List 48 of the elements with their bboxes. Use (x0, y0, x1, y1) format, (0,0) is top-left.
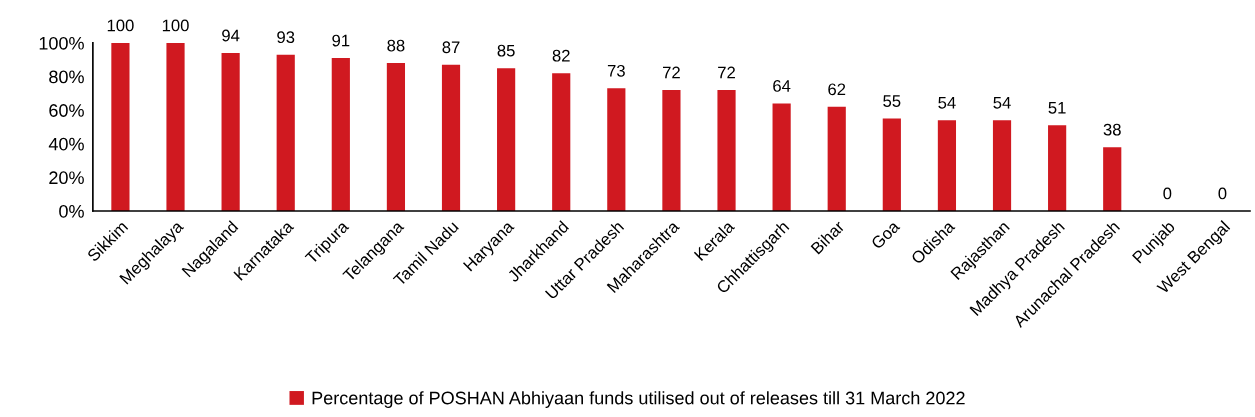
bar (992, 120, 1012, 211)
y-tick-label: 0% (59, 204, 84, 218)
bar (276, 54, 295, 211)
bar (882, 118, 901, 211)
data-label: 100 (162, 19, 189, 32)
data-label: 55 (883, 95, 901, 107)
y-tick-label: 100% (39, 36, 84, 50)
data-label: 72 (663, 66, 680, 79)
data-label: 93 (277, 31, 295, 44)
data-label: 72 (718, 66, 735, 79)
y-tick-label: 60% (49, 104, 84, 117)
data-label: 87 (442, 41, 460, 54)
data-label: 54 (938, 97, 956, 109)
x-tick-label: Goa (870, 219, 901, 250)
data-label: 85 (497, 44, 515, 57)
bar (772, 103, 791, 211)
data-label: 73 (607, 64, 625, 77)
bar (221, 53, 240, 211)
bar (331, 58, 350, 211)
bar (111, 42, 130, 211)
data-label: 94 (222, 29, 240, 42)
data-label: 88 (387, 39, 405, 52)
data-label: 0 (1163, 187, 1172, 200)
data-label: 62 (828, 83, 846, 96)
bar (441, 64, 461, 211)
data-label: 82 (552, 49, 570, 62)
data-label: 0 (1218, 187, 1227, 200)
data-label: 91 (332, 34, 350, 47)
bar (1048, 125, 1067, 211)
y-tick-label: 40% (48, 137, 84, 151)
data-label: 54 (993, 97, 1011, 109)
bar (662, 90, 681, 211)
bar (607, 88, 626, 211)
y-tick-label: 80% (49, 70, 84, 84)
data-label: 100 (107, 19, 134, 32)
bar (166, 42, 185, 211)
data-label: 64 (773, 80, 791, 92)
bar (552, 73, 571, 211)
y-tick-label: 20% (49, 171, 84, 185)
bar (717, 90, 736, 211)
bar (1103, 147, 1122, 211)
data-label: 38 (1103, 123, 1121, 136)
bar (937, 120, 957, 211)
bar (497, 68, 516, 211)
bar (386, 63, 406, 211)
bar (827, 106, 846, 211)
legend-label: Percentage of POSHAN Abhiyaan funds utilised out of releases till 31 March 2022 (312, 391, 965, 408)
data-label: 51 (1048, 102, 1066, 114)
